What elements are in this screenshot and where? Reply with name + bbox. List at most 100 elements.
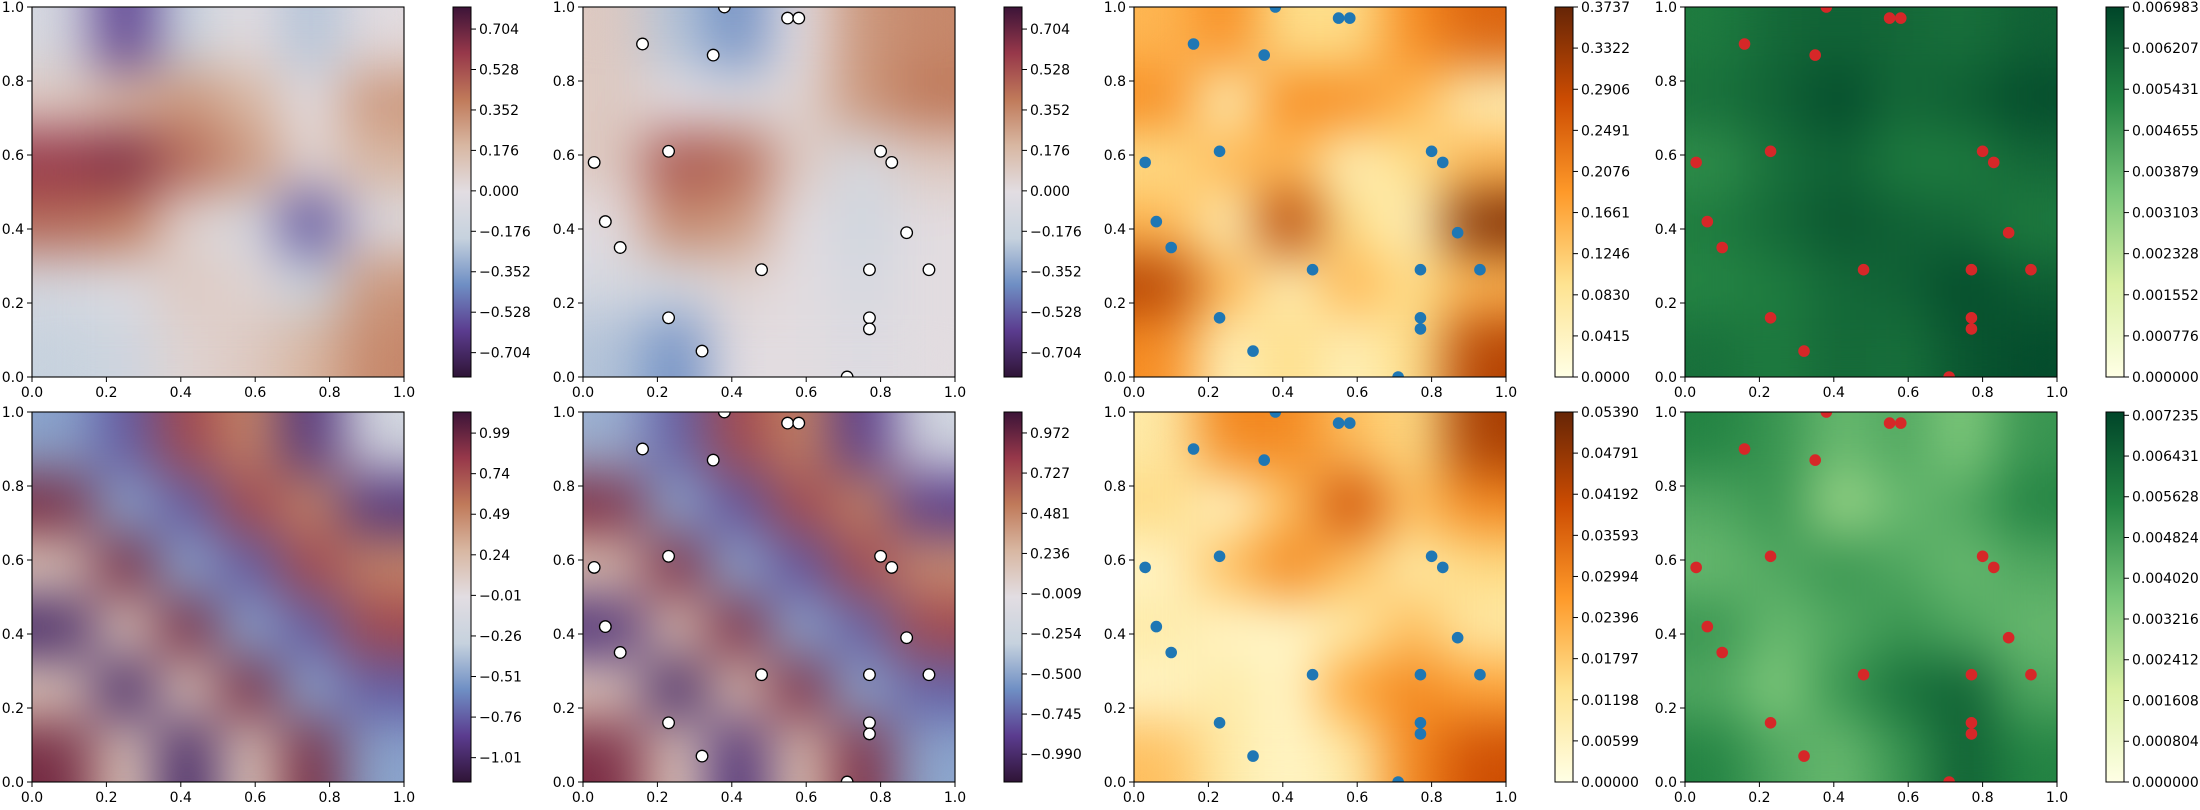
heatmap-cell bbox=[32, 658, 95, 721]
heatmap-cell bbox=[645, 473, 708, 536]
colorbar-tick-label: 0.007235 bbox=[2132, 408, 2199, 424]
heatmap-cell bbox=[1382, 473, 1445, 536]
heatmap-cell bbox=[1685, 473, 1748, 536]
colorbar bbox=[1554, 6, 1574, 378]
x-tick-label: 0.0 bbox=[572, 790, 594, 806]
heatmap-cell bbox=[1258, 253, 1321, 316]
data-point bbox=[1690, 561, 1702, 574]
heatmap-cell bbox=[1871, 315, 1934, 378]
heatmap-cell bbox=[1134, 473, 1197, 536]
data-point bbox=[706, 453, 720, 467]
heatmap-cell bbox=[1995, 473, 2058, 536]
x-tick-label: 1.0 bbox=[2046, 385, 2068, 401]
heatmap-cell bbox=[1809, 473, 1872, 536]
y-tick-label: 0.4 bbox=[1655, 627, 1677, 643]
heatmap-cell bbox=[1196, 473, 1259, 536]
data-point bbox=[862, 727, 876, 741]
data-point bbox=[1809, 49, 1821, 61]
x-tick-label: 0.4 bbox=[170, 790, 192, 806]
heatmap-cell bbox=[1258, 68, 1321, 131]
colorbar-tick-label: −1.01 bbox=[479, 751, 522, 767]
colorbar bbox=[2105, 411, 2125, 783]
x-tick-label: 0.4 bbox=[1272, 790, 1294, 806]
data-point bbox=[2025, 668, 2037, 681]
heatmap-cell bbox=[280, 658, 343, 721]
y-tick-label: 0.8 bbox=[553, 74, 575, 90]
heatmap-cell bbox=[1871, 720, 1934, 783]
y-tick-label: 0.2 bbox=[1655, 296, 1677, 312]
heatmap-cell bbox=[1320, 535, 1383, 598]
data-point bbox=[1451, 226, 1464, 239]
heatmap-cell bbox=[583, 68, 646, 131]
x-tick-label: 1.0 bbox=[944, 790, 966, 806]
x-tick-label: 0.8 bbox=[869, 790, 891, 806]
heatmap-cell bbox=[280, 253, 343, 316]
x-tick-label: 0.2 bbox=[95, 385, 117, 401]
colorbar-tick-label: 0.236 bbox=[1030, 546, 1070, 562]
heatmap-cell bbox=[218, 130, 281, 193]
heatmap-cell bbox=[218, 412, 281, 475]
heatmap-cell bbox=[218, 192, 281, 255]
data-point bbox=[922, 668, 936, 682]
heatmap-cell bbox=[1809, 315, 1872, 378]
colorbar-tick-label: 0.04192 bbox=[1581, 487, 1639, 503]
data-point bbox=[1764, 717, 1777, 729]
heatmap-cell bbox=[280, 720, 343, 783]
colorbar-tick-label: −0.500 bbox=[1030, 667, 1082, 683]
heatmap-cell bbox=[707, 192, 770, 255]
y-tick-label: 1.0 bbox=[1655, 0, 1677, 16]
heatmap-cell bbox=[1444, 68, 1507, 131]
colorbar-tick-label: 0.005628 bbox=[2132, 490, 2199, 506]
heatmap-cell bbox=[1444, 412, 1507, 475]
y-tick-label: 1.0 bbox=[1655, 405, 1677, 421]
colorbar-tick-label: 0.2491 bbox=[1581, 123, 1630, 139]
heatmap-cell bbox=[32, 130, 95, 193]
data-point bbox=[1716, 241, 1728, 254]
heatmap-cell bbox=[1444, 7, 1507, 70]
heatmap-cell bbox=[1258, 658, 1321, 721]
heatmap-cell bbox=[769, 720, 832, 783]
x-tick-label: 1.0 bbox=[944, 385, 966, 401]
colorbar-tick-label: 0.000 bbox=[479, 184, 519, 200]
heatmap-cell bbox=[1134, 192, 1197, 255]
data-point bbox=[1857, 263, 1870, 276]
heatmap-cell bbox=[893, 597, 956, 660]
x-tick-label: 1.0 bbox=[1495, 790, 1517, 806]
x-tick-label: 0.4 bbox=[1823, 790, 1845, 806]
heatmap-field bbox=[1685, 412, 2058, 783]
data-point bbox=[587, 155, 601, 169]
colorbar-tick-label: 0.3737 bbox=[1581, 0, 1630, 16]
heatmap-cell bbox=[1809, 130, 1872, 193]
heatmap-cell bbox=[94, 130, 157, 193]
heatmap-cell bbox=[1995, 253, 2058, 316]
axes-frame bbox=[1133, 6, 1507, 378]
data-point bbox=[1139, 561, 1151, 574]
heatmap-cell bbox=[1995, 192, 2058, 255]
heatmap-cell bbox=[1871, 68, 1934, 131]
heatmap-cell bbox=[94, 720, 157, 783]
data-point bbox=[1987, 561, 2000, 574]
heatmap-cell bbox=[1320, 130, 1383, 193]
heatmap-cell bbox=[583, 7, 646, 70]
data-point bbox=[1414, 312, 1427, 324]
heatmap-cell bbox=[893, 130, 956, 193]
data-point bbox=[662, 716, 676, 730]
heatmap-cell bbox=[94, 473, 157, 536]
data-point bbox=[1165, 241, 1177, 254]
data-point bbox=[1414, 728, 1427, 740]
heatmap-cell bbox=[645, 68, 708, 131]
heatmap-cell bbox=[769, 315, 832, 378]
data-point bbox=[1187, 38, 1200, 50]
colorbar-tick-label: 0.704 bbox=[1030, 22, 1070, 38]
data-point bbox=[1820, 7, 1833, 13]
colorbar-tick-label: 0.01797 bbox=[1581, 652, 1639, 668]
heatmap-cell bbox=[1747, 412, 1810, 475]
data-point bbox=[874, 144, 888, 158]
colorbar-tick-label: 0.003879 bbox=[2132, 164, 2199, 180]
x-tick-label: 0.2 bbox=[1748, 385, 1770, 401]
heatmap-cell bbox=[218, 7, 281, 70]
y-tick-label: 0.0 bbox=[1655, 370, 1677, 386]
heatmap-cell bbox=[707, 535, 770, 598]
colorbar-tick-label: 0.001608 bbox=[2132, 693, 2199, 709]
data-point bbox=[1332, 12, 1345, 24]
